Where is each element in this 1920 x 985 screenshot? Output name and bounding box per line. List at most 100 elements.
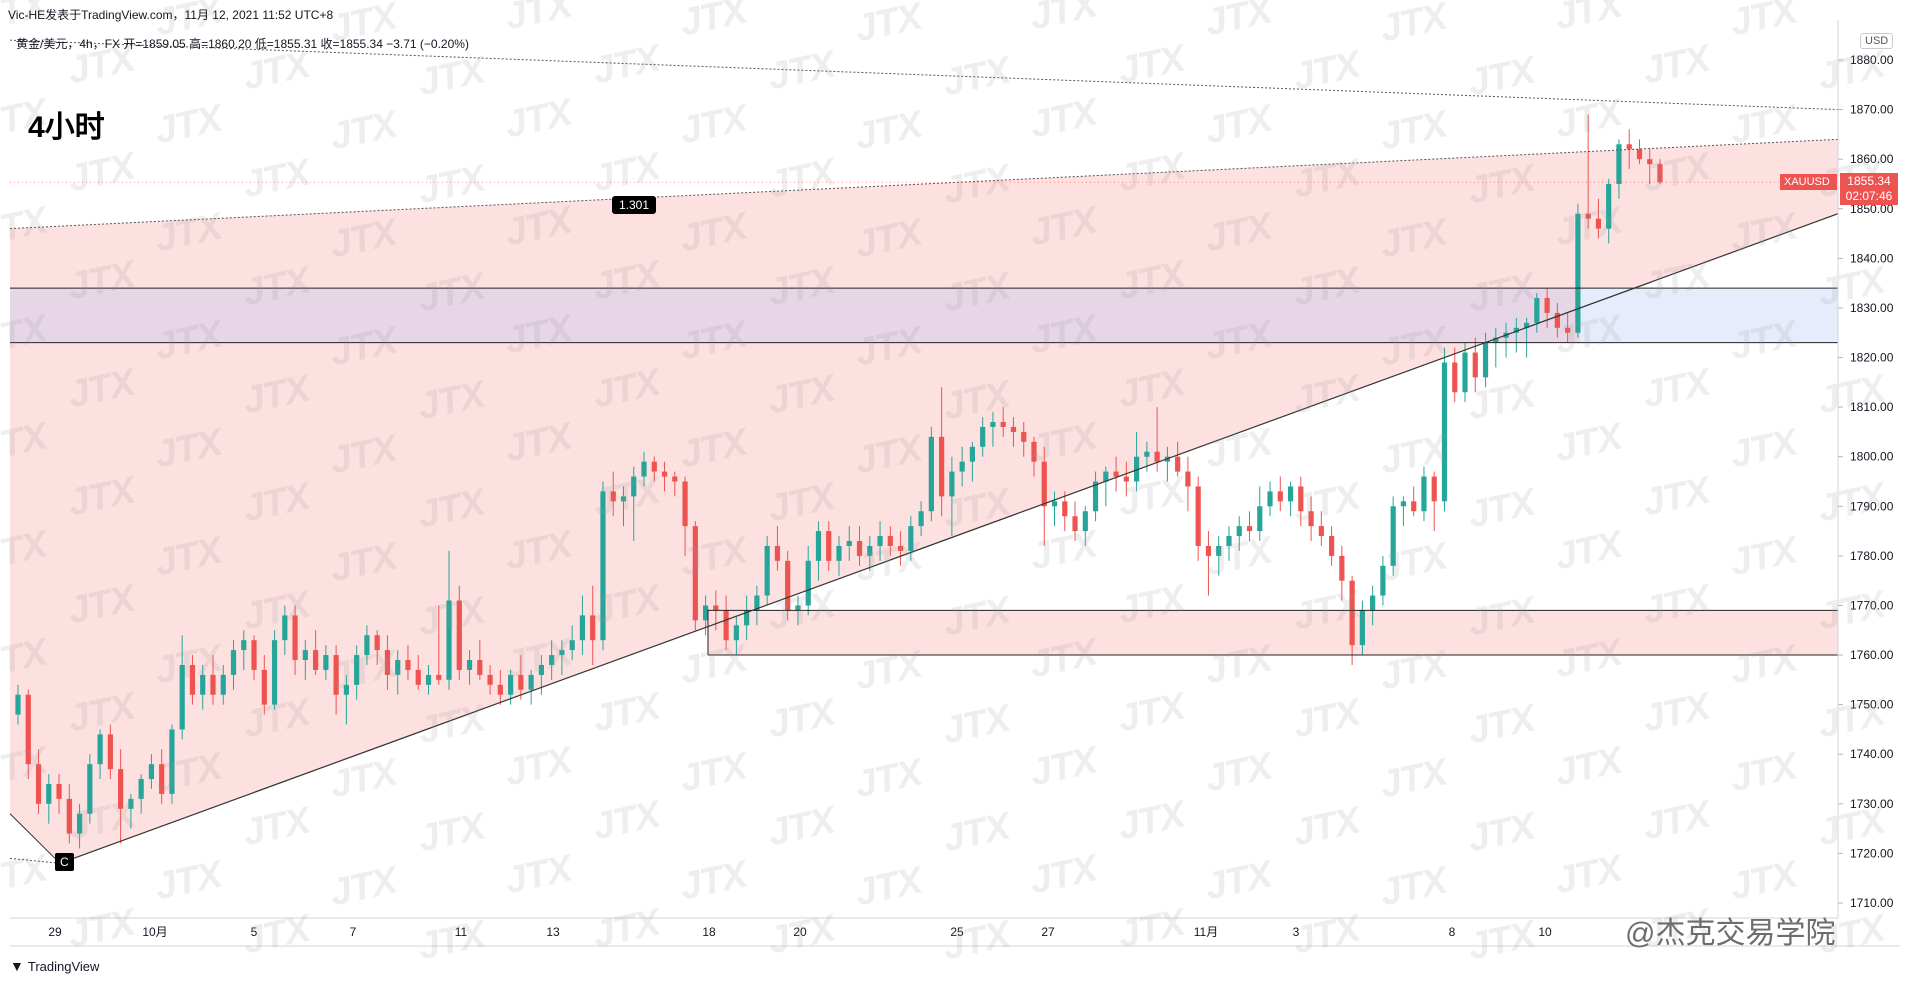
candle [1452,347,1458,403]
candle [549,640,555,680]
candle-body [1134,456,1140,482]
candle-body [282,615,288,641]
candle [1349,575,1355,665]
candle [97,729,103,780]
candle-body [1308,511,1314,527]
candle-body [641,461,647,477]
candle [1493,327,1499,368]
candle-body [744,610,750,626]
candle-body [897,545,904,551]
candle-body [261,669,267,705]
candle [1390,496,1396,576]
candle-body [610,491,616,502]
candle-body [990,421,996,427]
candle-body [1205,545,1212,556]
candle-body [1575,213,1581,333]
candle-body [508,674,514,695]
currency-badge[interactable]: USD [1860,33,1894,49]
time-axis: 29 10月 5 7 11 13 18 20 25 27 11月 3 8 10 [10,917,1900,947]
ohlc-legend[interactable]: 黄金/美元，4h，FX 开=1859.05 高=1860.20 低=1855.3… [16,37,469,51]
candle-body [1144,451,1150,457]
candle [579,595,586,656]
candle [138,774,144,814]
wave-c-label: C [55,853,74,871]
candle [836,536,842,576]
tradingview-footer[interactable]: ▼ TradingView [10,958,99,974]
trendlines-layer [9,39,1839,864]
candle-body [887,536,893,546]
candle [200,664,206,710]
last-price-tag: 1855.34 02:07:46 [1840,173,1898,206]
candle [990,412,996,447]
candle [1400,496,1407,527]
candle [1021,421,1027,457]
candle-body [1472,352,1478,378]
candle-body [1482,342,1489,378]
candle-body [497,684,503,695]
candle-body [928,436,934,512]
candle [189,655,196,705]
candle-body [138,779,144,799]
candle [35,749,42,814]
price-tick-label: 1710.00 [1850,896,1894,910]
candle [1134,431,1140,492]
candle-body [631,476,637,497]
candle [477,640,483,680]
candle-body [1493,337,1499,343]
candle [107,724,113,780]
candle-body [1616,144,1622,184]
candle [343,674,349,725]
fib-ratio-label: 1.301 [612,196,657,214]
candle-body [867,545,873,556]
candle [1123,461,1129,497]
candle-body [549,655,555,665]
candle-body [661,471,668,477]
candles-layer [15,114,1663,849]
candle-body [856,541,863,556]
candle [395,650,401,695]
candle [1195,476,1201,561]
candle-body [1329,536,1335,556]
publish-header: Vic-HE发表于TradingView.com，11月 12, 2021 11… [8,8,334,22]
time-tick-label: 27 [1041,925,1055,939]
candle [118,749,124,844]
candle [1051,491,1058,527]
support-band-zone [708,610,1838,656]
candle [87,754,93,824]
candle [1359,600,1365,656]
candle-body [425,674,432,685]
candle-body [723,610,729,641]
candle-body [1287,486,1294,502]
candle [1257,486,1263,542]
price-tick-label: 1730.00 [1850,797,1894,811]
price-axis: 1710.00 1720.00 1730.00 1740.00 1750.00 1760.… [10,20,1894,918]
candle [302,640,308,680]
candle-body [1154,451,1160,462]
candle [169,724,175,804]
candle-body [128,798,134,809]
candle [313,630,319,675]
candle [1575,203,1581,338]
candle-body [1318,526,1324,537]
candle [723,595,729,651]
candle-body [405,660,411,670]
candle [641,451,647,487]
candle-body [230,650,237,675]
price-tick-label: 1870.00 [1850,103,1894,117]
candle [1606,179,1612,244]
candle-body [518,674,524,690]
candle [1585,114,1591,229]
candle-body [877,536,883,546]
candle-body [1595,218,1602,229]
candle [1339,545,1345,601]
candle-body [1544,298,1550,313]
candle [939,387,945,517]
candle-body [1082,511,1088,532]
price-tick-label: 1800.00 [1850,450,1894,464]
candle-body [1103,471,1109,482]
candle-body [1380,565,1386,596]
candle-body [1462,352,1468,393]
candle [415,655,421,690]
candle-body [1051,501,1058,507]
